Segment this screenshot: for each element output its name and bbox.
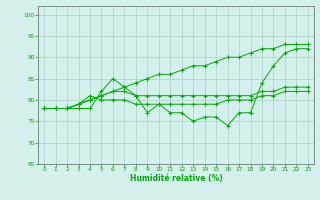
X-axis label: Humidité relative (%): Humidité relative (%) — [130, 174, 222, 183]
